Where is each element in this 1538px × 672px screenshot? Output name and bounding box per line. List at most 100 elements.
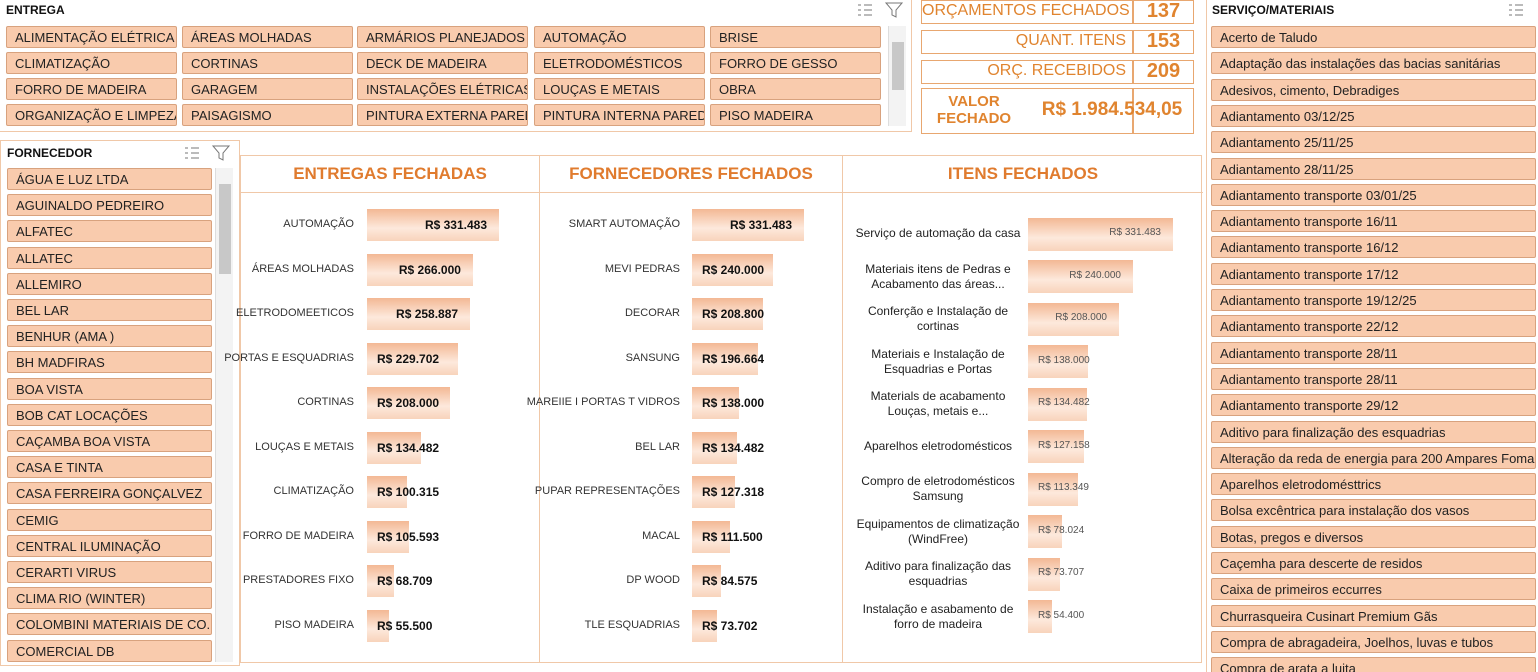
slicer-item[interactable]: PINTURA EXTERNA PAREDES	[357, 104, 528, 126]
slicer-item[interactable]: COLOMBINI MATERIAIS DE CO...	[7, 613, 212, 636]
slicer-item[interactable]: Adiantamento transporte 19/12/25	[1211, 289, 1536, 311]
slicer-item[interactable]: BRISE	[710, 26, 881, 48]
slicer-item[interactable]: Adiantamento transporte 28/11	[1211, 367, 1536, 390]
title-rule	[540, 192, 842, 193]
slicer-item[interactable]: Adiantamento 03/12/25	[1211, 104, 1536, 127]
slicer-item[interactable]: CASA E TINTA	[7, 456, 212, 479]
slicer-item[interactable]: CLIMA RIO (WINTER)	[7, 587, 212, 610]
bar	[1028, 345, 1089, 379]
value-label: R$ 134.482	[702, 440, 765, 455]
slicer-item[interactable]: LOUÇAS E METAIS	[534, 78, 705, 100]
category-label: CLIMATIZAÇÃO	[273, 485, 354, 498]
slicer-item[interactable]: Adesivos, cimento, Debradiges	[1211, 78, 1536, 101]
slicer-item[interactable]: PAISAGISMO	[182, 104, 353, 126]
value-label: R$ 68.709	[377, 574, 433, 589]
scroll-thumb[interactable]	[219, 184, 231, 274]
scrollbar[interactable]	[215, 168, 233, 662]
value-label: R$ 55.500	[377, 619, 433, 634]
slicer-item[interactable]: Bolsa excêntrica para instalação dos vas…	[1211, 499, 1536, 522]
slicer-item[interactable]: CEMIG	[7, 508, 212, 531]
slicer-item[interactable]: CENTRAL ILUMINAÇÃO	[7, 534, 212, 557]
slicer-item[interactable]: CAÇAMBA BOA VISTA	[7, 430, 212, 452]
category-label: PRESTADORES FIXO	[242, 574, 354, 587]
slicer-item[interactable]: BOA VISTA	[7, 377, 212, 400]
slicer-item[interactable]: Adiantamento transporte 29/12	[1211, 394, 1536, 417]
value-label: R$ 127.158	[1038, 439, 1090, 451]
slicer-item[interactable]: CLIMATIZAÇÃO	[6, 52, 177, 74]
slicer-item[interactable]: Caçemha para descerte de residos	[1211, 552, 1536, 574]
slicer-item[interactable]: Botas, pregos e diversos	[1211, 525, 1536, 548]
kpi-label: ORÇAMENTOS FECHADOS	[922, 2, 1130, 19]
slicer-item[interactable]: Aparelhos eletrodomésttrics	[1211, 473, 1536, 496]
slicer-item[interactable]: Aditivo para finalização des esquadrias	[1211, 420, 1536, 443]
slicer-item[interactable]: ALFATEC	[7, 220, 212, 243]
bar	[367, 253, 473, 286]
slicer-item[interactable]: Adiantamento 25/11/25	[1211, 131, 1536, 154]
slicer-item[interactable]: ÁGUA E LUZ LTDA	[7, 168, 212, 190]
slicer-item[interactable]: Adiantamento transporte 16/12	[1211, 236, 1536, 259]
slicer-item[interactable]: ELETRODOMÉSTICOS	[534, 52, 705, 74]
slicer-item[interactable]: Churrasqueira Cusinart Premium Gãs	[1211, 604, 1536, 627]
slicer-item[interactable]: Compra de abragadeira, Joelhos, luvas e …	[1211, 630, 1536, 653]
slicer-item[interactable]: Adaptação das instalações das bacias san…	[1211, 52, 1536, 75]
kpi-box	[1133, 88, 1194, 134]
slicer-item[interactable]: BOB CAT LOCAÇÕES	[7, 403, 212, 426]
bar	[692, 476, 736, 509]
slicer-item[interactable]: AGUINALDO PEDREIRO	[7, 194, 212, 217]
slicer-item[interactable]: FORRO DE GESSO	[710, 52, 881, 74]
slicer-item[interactable]: PISO MADEIRA	[710, 104, 881, 126]
bar	[367, 520, 410, 553]
slicer-item[interactable]: Adiantamento transporte 16/11	[1211, 210, 1536, 233]
slicer-item[interactable]: ALLATEC	[7, 246, 212, 269]
scroll-thumb[interactable]	[892, 42, 904, 90]
slicer-item[interactable]: Adiantamento transporte 28/11	[1211, 341, 1536, 364]
bar	[367, 431, 421, 464]
slicer-item[interactable]: Adiantamento 28/11/25	[1211, 157, 1536, 180]
slicer-item[interactable]: BH MADFIRAS	[7, 351, 212, 374]
slicer-item[interactable]: ALLEMIRO	[7, 272, 212, 295]
kpi-box	[921, 60, 1133, 84]
slicer-item[interactable]: COMERCIAL DB	[7, 639, 212, 662]
slicer-item[interactable]: ARMÁRIOS PLANEJADOS	[357, 26, 528, 48]
category-label: Instalação e asabamento de forro de made…	[862, 601, 1014, 631]
bar	[1028, 302, 1119, 336]
value-label: R$ 240.000	[702, 262, 765, 277]
slicer-item[interactable]: CERARTI VIRUS	[7, 561, 212, 583]
slicer-item[interactable]: Adiantamento transporte 03/01/25	[1211, 183, 1536, 206]
slicer-item[interactable]: Compra de arata a luita	[1211, 657, 1536, 672]
value-label: R$ 266.000	[398, 262, 461, 277]
category-label: TLE ESQUADRIAS	[584, 619, 680, 632]
slicer-item[interactable]: ÁREAS MOLHADAS	[182, 26, 353, 48]
value-label: R$ 229.702	[377, 351, 440, 366]
category-label: DP WOOD	[626, 574, 680, 587]
slicer-item[interactable]: GARAGEM	[182, 78, 353, 100]
slicer-item[interactable]: PINTURA INTERNA PAREDES	[534, 104, 705, 126]
bar	[367, 476, 407, 509]
kpi-box	[921, 0, 1133, 24]
kpi-value: 153	[1146, 30, 1181, 52]
category-label: Materials de acabamento Louças, metais e…	[870, 389, 1006, 419]
slicer-item[interactable]: Caixa de primeiros eccurres	[1211, 578, 1536, 601]
slicer-item[interactable]: Adiantamento transporte 17/12	[1211, 262, 1536, 285]
slicer-item[interactable]: BENHUR (AMA )	[7, 325, 212, 348]
slicer-item[interactable]: ORGANIZAÇÃO E LIMPEZA	[6, 104, 177, 126]
slicer-item[interactable]: CORTINAS	[182, 52, 353, 74]
slicer-item[interactable]: OBRA	[710, 78, 881, 100]
value-label: R$ 111.500	[702, 529, 763, 544]
slicer-item[interactable]: Acerto de Taludo	[1211, 26, 1536, 48]
slicer-item[interactable]: Alteração da reda de energia para 200 Am…	[1211, 446, 1536, 469]
slicer-item[interactable]: CASA FERREIRA GONÇALVEZ	[7, 482, 212, 505]
category-label: PORTAS E ESQUADRIAS	[224, 351, 354, 364]
slicer-item[interactable]: AUTOMAÇÃO	[534, 26, 705, 48]
value-label: R$ 134.482	[1038, 397, 1090, 409]
scrollbar[interactable]	[888, 26, 906, 126]
slicer-item[interactable]: BEL LAR	[7, 299, 212, 321]
slicer-item[interactable]: FORRO DE MADEIRA	[6, 78, 177, 100]
entrega-slicer: ENTREGA ALIMENTAÇÃO ELÉTRICA ÁREAS MOLHAD…	[0, 0, 912, 132]
category-label: Aparelhos eletrodomésticos	[863, 438, 1013, 453]
slicer-item[interactable]: DECK DE MADEIRA	[357, 52, 528, 74]
slicer-item[interactable]: Adiantamento transporte 22/12	[1211, 315, 1536, 338]
slicer-item[interactable]: INSTALAÇÕES ELÉTRICAS	[357, 78, 528, 100]
slicer-item[interactable]: ALIMENTAÇÃO ELÉTRICA	[6, 26, 177, 48]
